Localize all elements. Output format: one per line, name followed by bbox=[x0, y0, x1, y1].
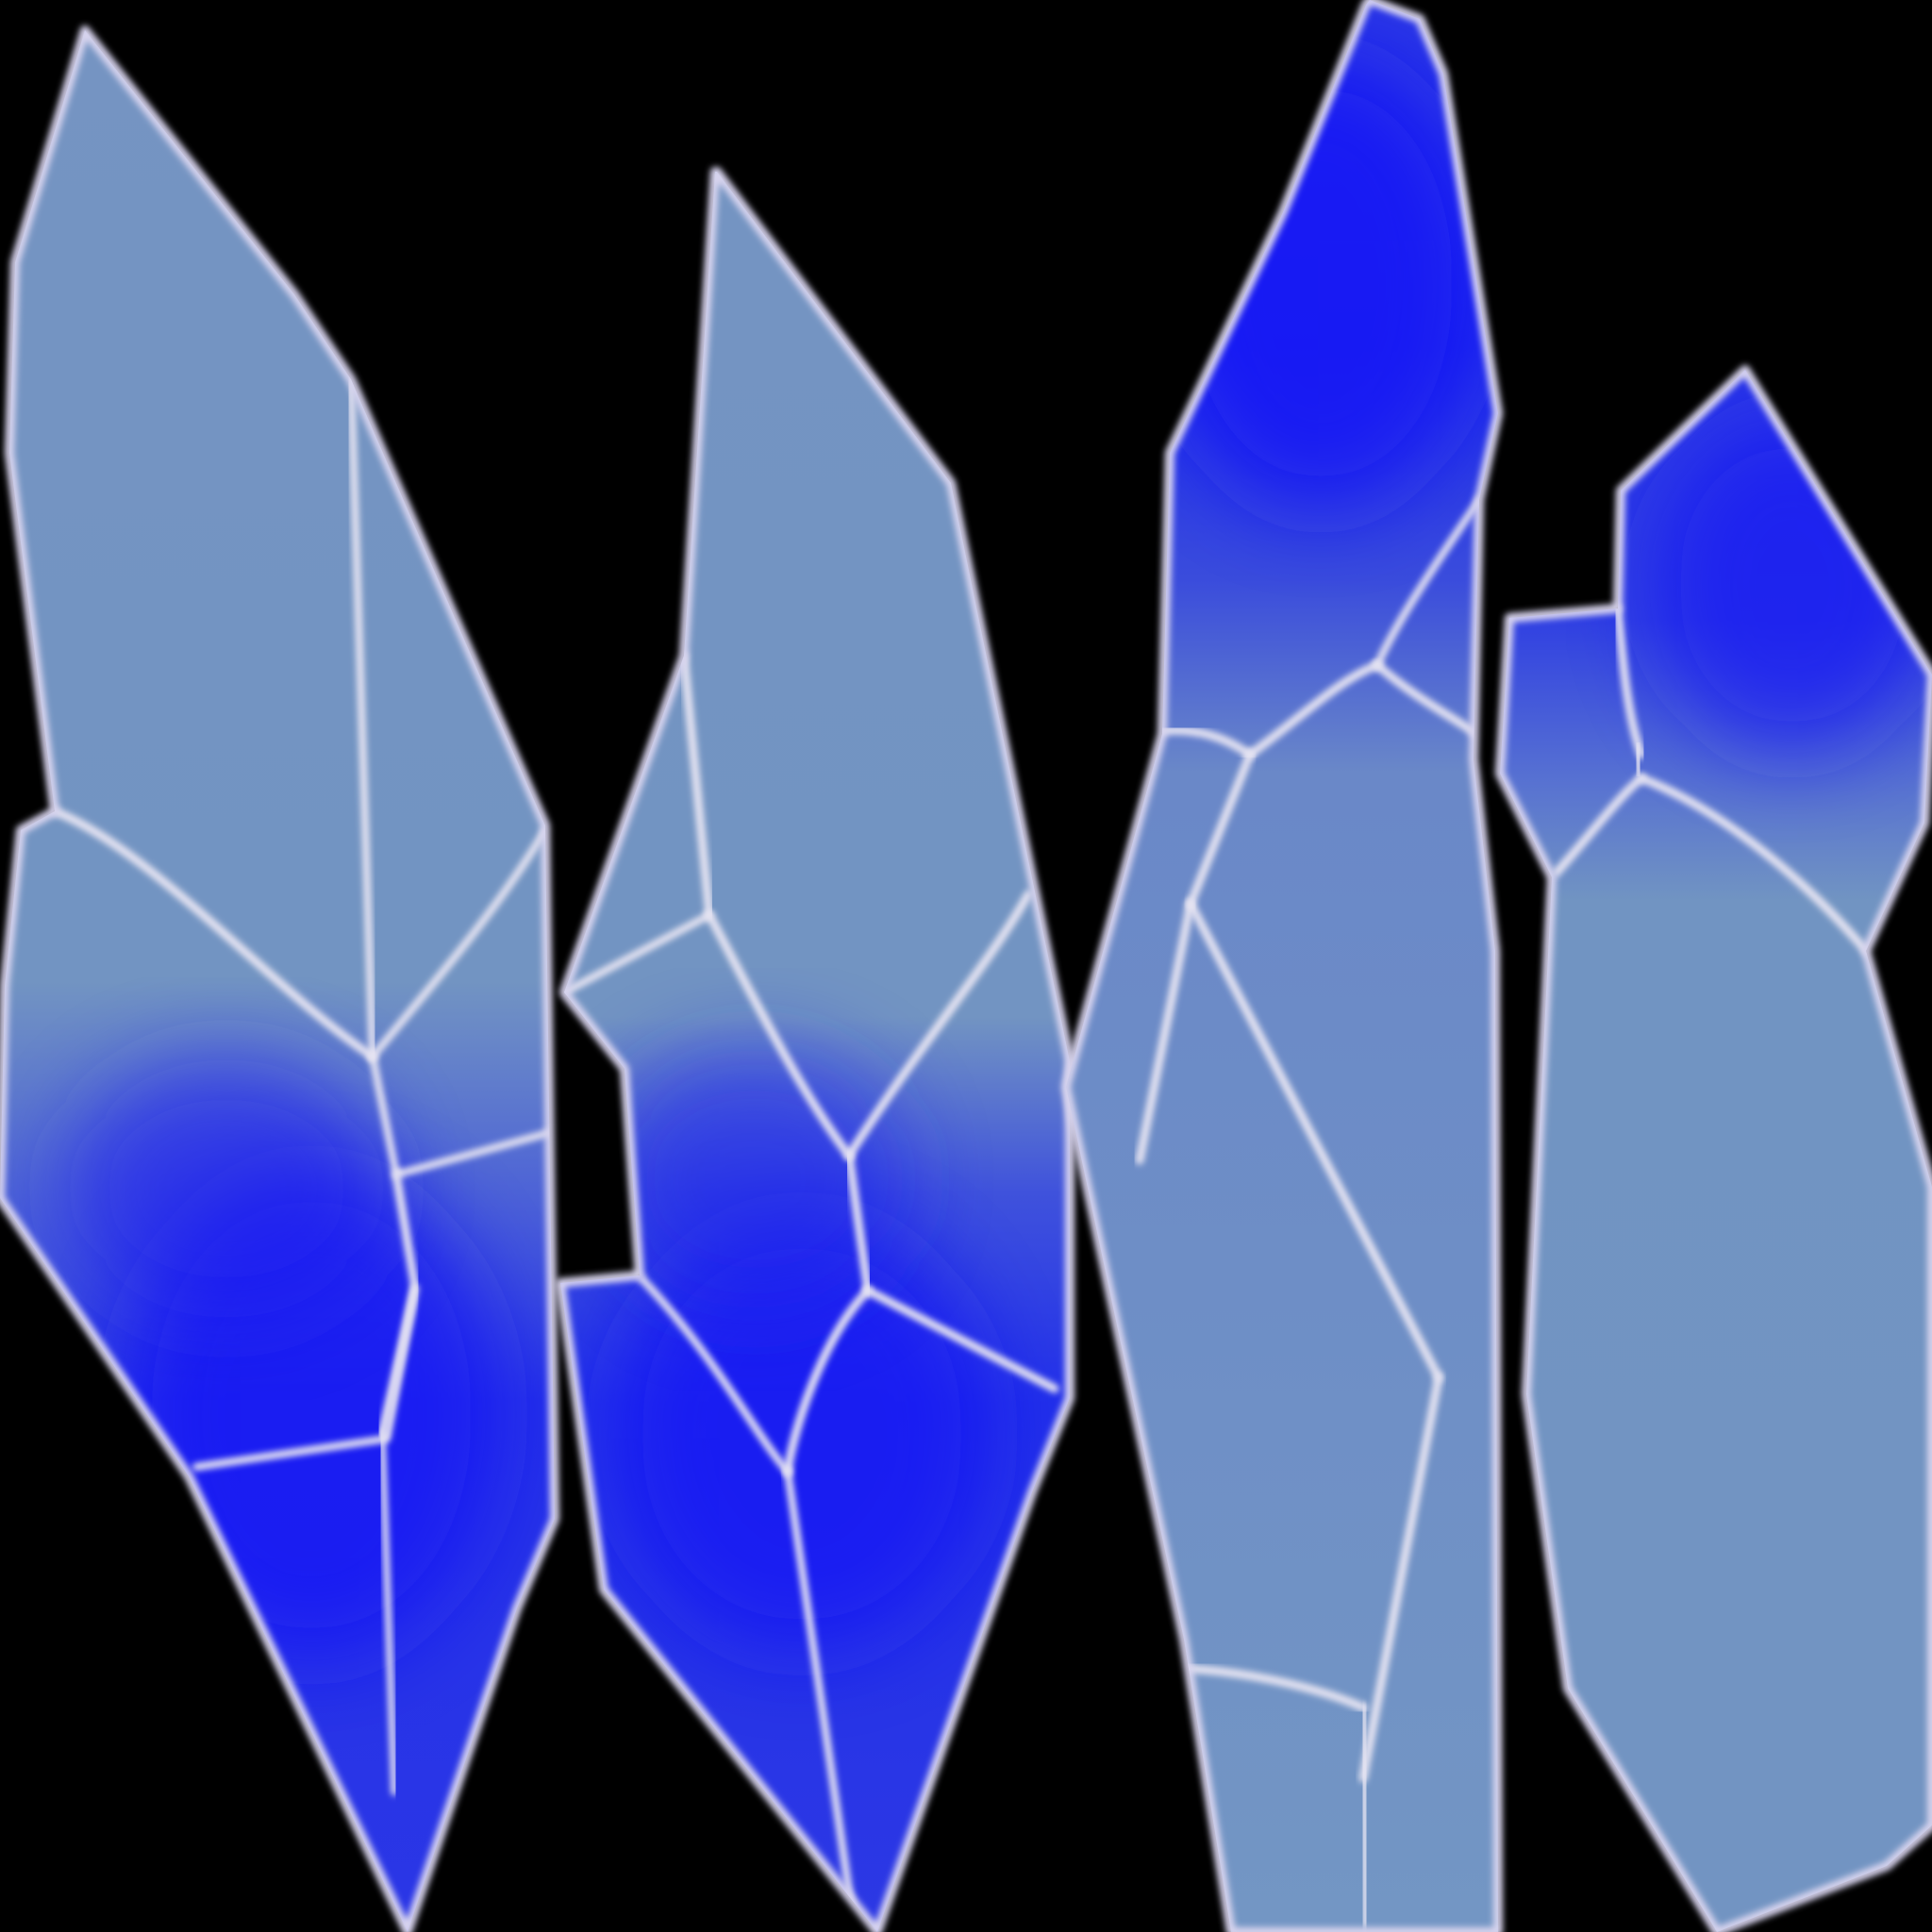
crystal-shard-4 bbox=[1495, 365, 1932, 1932]
shard-4-outline bbox=[1495, 365, 1932, 1932]
crystal-shard-3 bbox=[1061, 0, 1503, 1932]
shard-2-deep-glow bbox=[613, 1217, 991, 1651]
crystal-shard-1 bbox=[0, 25, 559, 1932]
crystal-shard-2 bbox=[556, 167, 1074, 1932]
shard-1-outline bbox=[0, 25, 559, 1932]
shard-4-body bbox=[1500, 370, 1932, 1932]
shard-4-deep-glow bbox=[1651, 415, 1932, 755]
shard-3-outline bbox=[1061, 0, 1503, 1932]
shard-2-mid-glow bbox=[604, 1047, 906, 1311]
shard-1-mid-glow bbox=[66, 1057, 387, 1321]
